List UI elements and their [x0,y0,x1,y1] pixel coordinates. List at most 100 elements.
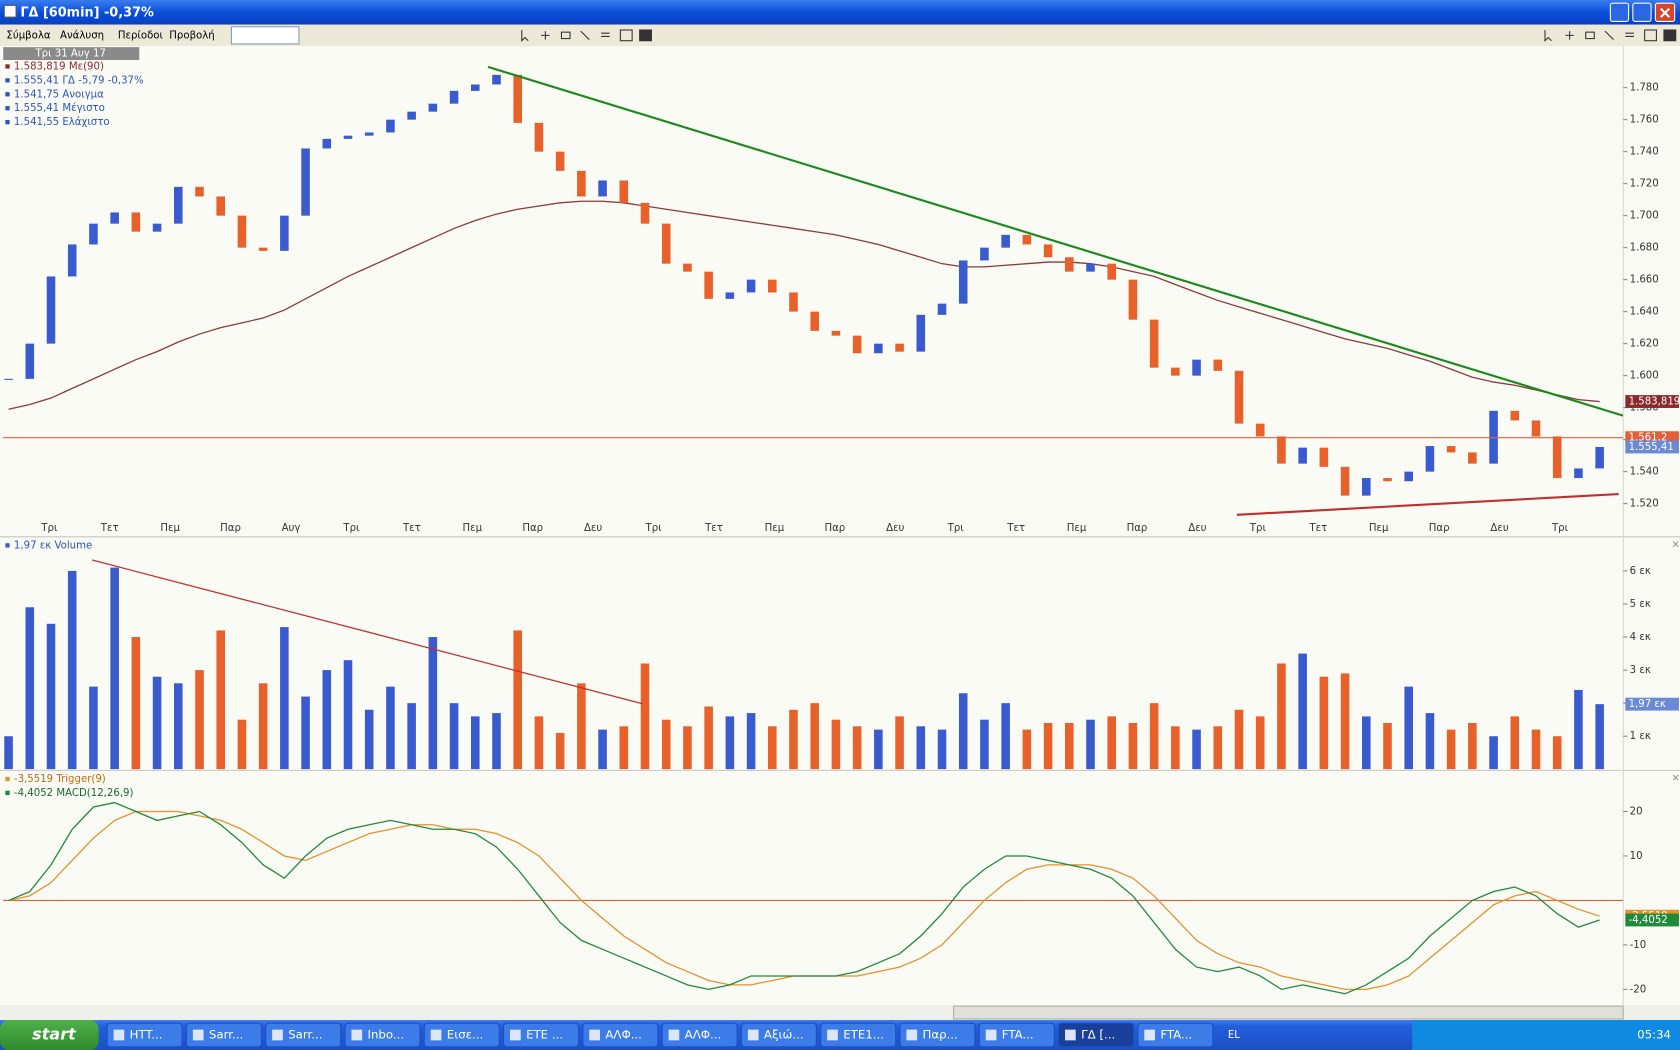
language[interactable]: EL [1228,1030,1240,1041]
tool-pointer[interactable] [1544,30,1552,43]
candle [1192,359,1201,376]
task-button[interactable] [582,1022,659,1048]
menu-item[interactable]: Προβολή [169,29,214,41]
tool-fib[interactable] [601,32,610,37]
task-button[interactable] [423,1022,500,1048]
volume-bar [46,623,56,770]
tool-cross[interactable] [541,31,550,40]
candle [577,170,586,197]
task-button[interactable] [185,1022,262,1048]
scroll-thumb[interactable] [953,1005,1624,1020]
symbol-input[interactable] [230,26,300,45]
task-button[interactable] [899,1022,976,1048]
value-badge [1625,395,1679,408]
candle [1319,447,1329,467]
tool-save[interactable] [1663,29,1677,42]
candle [1531,420,1541,437]
value-badge-label: -4,4052 [1629,915,1668,926]
y-tick-label: 20 [1630,806,1643,817]
clock: 05:34 [1637,1028,1671,1042]
candle [131,212,141,232]
volume-bar [322,670,332,770]
tool-cross[interactable] [1565,31,1574,40]
candle [1574,468,1583,479]
task-button[interactable] [740,1022,817,1048]
tool-fib[interactable] [1625,32,1634,37]
tool-chart[interactable] [619,29,633,42]
candle [895,343,904,352]
task-button[interactable] [661,1022,738,1048]
y-tick-label: 5 εκ [1630,599,1651,610]
candle [386,119,395,133]
volume-bar [1043,723,1053,770]
volume-bar [89,686,98,770]
volume-bar [428,637,438,770]
tool-save[interactable] [639,29,652,42]
volume-bar [258,683,268,770]
volume-bar [4,736,13,770]
x-tick-label: Τρι [1551,523,1569,534]
start-button[interactable] [0,1020,99,1050]
legend-swatch [5,64,10,69]
candle [1107,263,1116,280]
legend-swatch [5,106,10,111]
volume-bar [237,719,247,770]
candle [1149,319,1159,368]
x-tick-label: Τρι [645,523,663,534]
task-icon [351,1029,363,1041]
x-tick-label: Δευ [1490,523,1508,534]
y-tick-label: 1.760 [1630,115,1659,126]
tool-chart[interactable] [1644,29,1657,42]
volume-bar [195,670,204,770]
volume-bar [725,716,735,770]
candle [1213,359,1223,371]
candle [683,263,692,272]
legend-entry: 1.541,55 Ελάχιστο [14,116,110,128]
restore-button[interactable] [1632,2,1652,22]
task-button[interactable] [265,1022,342,1048]
candle [1171,367,1180,376]
tool-line[interactable] [1604,30,1614,41]
task-button[interactable] [106,1022,183,1048]
minimize-button[interactable] [1609,2,1630,22]
panel-close[interactable]: × [1671,539,1680,550]
volume-bar [1128,723,1138,770]
x-tick-label: Αυγ [282,523,301,534]
candle [619,180,629,203]
volume-bar [1404,686,1413,770]
task-button[interactable] [344,1022,421,1048]
task-button[interactable] [978,1022,1055,1048]
candle [407,111,416,120]
tool-line[interactable] [580,30,590,41]
candle [492,74,501,85]
candle [831,330,841,336]
menu-item[interactable]: Σύμβολα [6,29,50,41]
value-badge-label: 1.583,819 [1629,397,1680,408]
volume-bar [1383,723,1392,770]
moving-average [8,200,1600,410]
tool-rect[interactable] [1585,31,1595,40]
menu-item[interactable]: Ανάλυση [60,29,104,41]
volume-bar [1065,723,1074,770]
panel-close[interactable]: × [1671,773,1680,784]
menu-item[interactable]: Περίοδοι [118,29,164,41]
volume-bar [449,703,459,770]
volume-bar [216,630,225,770]
candle [1298,447,1307,464]
task-icon [113,1029,125,1041]
candle [237,215,247,248]
tool-pointer[interactable] [521,30,529,43]
candle [110,212,119,224]
candle [280,215,289,251]
task-button[interactable] [503,1022,580,1048]
legend-entry: -4,4052 MACD(12,26,9) [14,788,134,799]
task-button[interactable] [1058,1022,1135,1048]
task-button[interactable] [820,1022,897,1048]
tool-rect[interactable] [560,31,571,40]
task-button[interactable] [1137,1022,1214,1048]
value-badge [1625,697,1679,711]
candle [343,135,353,139]
y-tick-label: 1.660 [1630,275,1659,286]
